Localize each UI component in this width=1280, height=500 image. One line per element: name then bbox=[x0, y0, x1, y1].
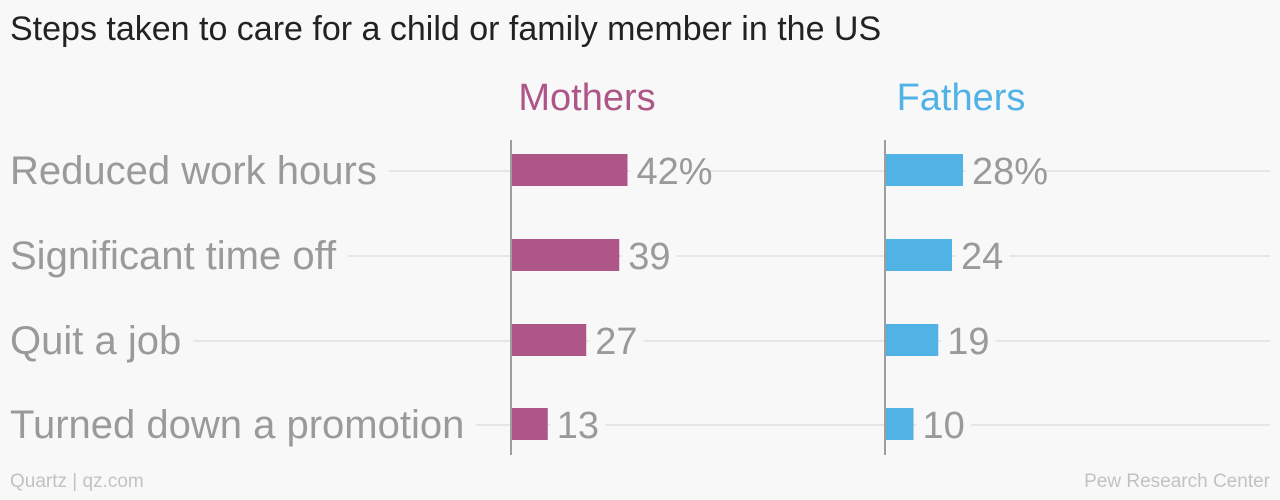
credit-label: Quartz | qz.com bbox=[10, 471, 144, 492]
label-halo bbox=[955, 233, 1010, 277]
category-label-reduced-work-hours: Reduced work hours bbox=[10, 149, 377, 193]
value-label-mothers-quit-a-job: 27 bbox=[595, 321, 637, 363]
bar-mothers-reduced-work-hours bbox=[512, 154, 628, 186]
series-header-fathers: Fathers bbox=[897, 77, 1026, 119]
label-halo bbox=[550, 402, 606, 446]
label-halo bbox=[916, 402, 972, 446]
series-header-mothers: Mothers bbox=[518, 77, 655, 119]
source-label: Pew Research Center bbox=[1084, 471, 1270, 492]
value-label-fathers-reduced-work-hours: 28% bbox=[972, 151, 1048, 193]
bar-fathers-significant-time-off bbox=[886, 239, 952, 271]
label-halo bbox=[589, 318, 644, 362]
label-halo bbox=[630, 148, 707, 192]
bar-mothers-significant-time-off bbox=[512, 239, 620, 271]
label-halo bbox=[941, 318, 996, 362]
category-label-quit-a-job: Quit a job bbox=[10, 319, 181, 363]
category-label-turned-down-a-promotion: Turned down a promotion bbox=[10, 403, 464, 447]
bar-fathers-quit-a-job bbox=[886, 324, 939, 356]
value-label-fathers-significant-time-off: 24 bbox=[961, 236, 1003, 278]
label-halo bbox=[622, 233, 677, 277]
chart-title: Steps taken to care for a child or famil… bbox=[10, 10, 882, 48]
bar-mothers-quit-a-job bbox=[512, 324, 587, 356]
value-label-fathers-quit-a-job: 19 bbox=[947, 321, 989, 363]
value-label-mothers-turned-down-a-promotion: 13 bbox=[557, 405, 599, 447]
value-label-mothers-reduced-work-hours: 42% bbox=[637, 151, 713, 193]
value-label-mothers-significant-time-off: 39 bbox=[628, 236, 670, 278]
category-label-significant-time-off: Significant time off bbox=[10, 234, 337, 278]
bar-fathers-reduced-work-hours bbox=[886, 154, 963, 186]
bar-fathers-turned-down-a-promotion bbox=[886, 408, 914, 440]
value-label-fathers-turned-down-a-promotion: 10 bbox=[923, 405, 965, 447]
bar-mothers-turned-down-a-promotion bbox=[512, 408, 548, 440]
label-halo bbox=[966, 148, 1042, 192]
